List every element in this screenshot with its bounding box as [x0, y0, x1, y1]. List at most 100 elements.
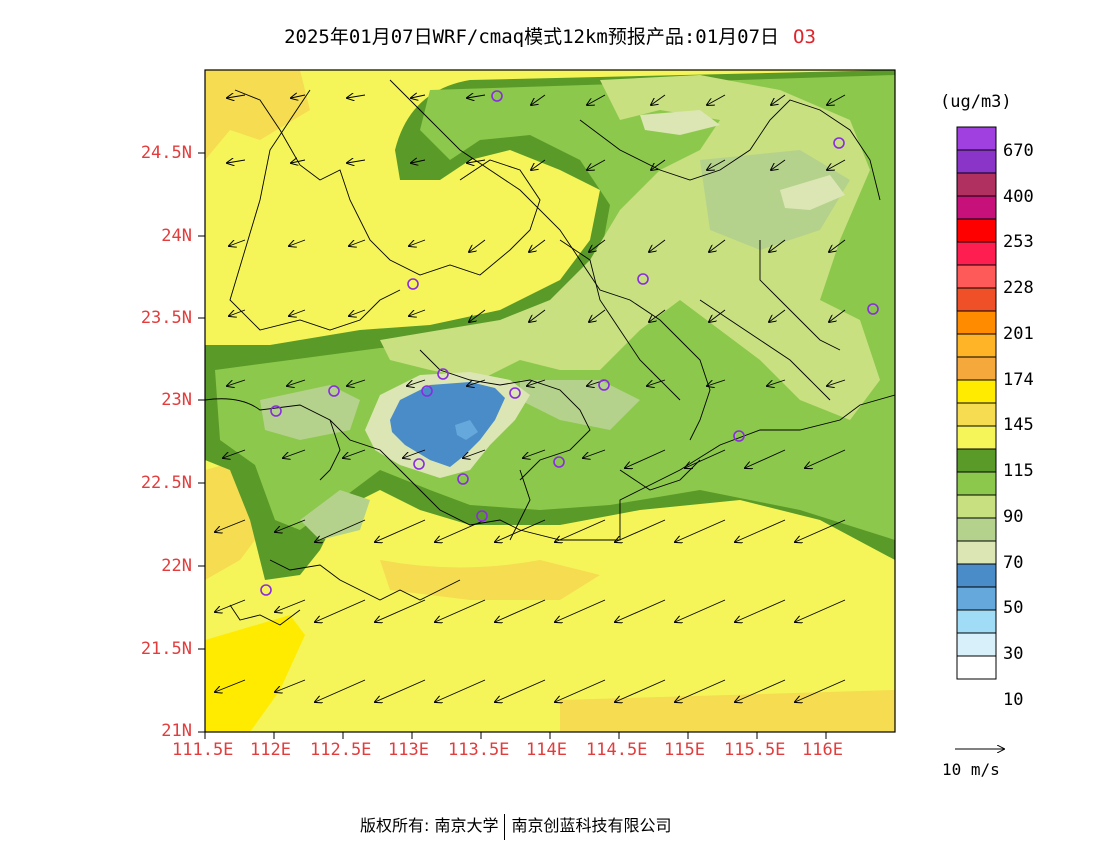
colorbar-label: 670 [1003, 141, 1034, 161]
wind-arrow [375, 679, 426, 702]
wind-arrow [469, 309, 486, 322]
lon-label: 116E [802, 740, 843, 760]
wind-arrow [651, 94, 666, 105]
colorbar-swatch [956, 517, 997, 542]
wind-arrow [587, 159, 606, 170]
wind-arrow [555, 599, 606, 622]
wind-arrow [615, 679, 666, 702]
station-marker [491, 90, 503, 102]
colorbar-swatch [956, 586, 997, 611]
wind-arrow [615, 519, 666, 542]
wind-arrow [349, 309, 366, 316]
wind-arrow [531, 94, 546, 105]
wind-arrow [771, 94, 786, 105]
lon-label: 112.5E [310, 740, 372, 760]
wind-arrow [435, 599, 486, 622]
wind-arrow [625, 449, 666, 468]
wind-arrow [287, 379, 306, 386]
wind-arrow [529, 239, 546, 252]
station-marker [476, 510, 488, 522]
wind-arrow [529, 309, 546, 322]
wind-arrow [275, 519, 306, 532]
colorbar-swatch [956, 195, 997, 220]
lat-label: 24N [161, 226, 192, 246]
wind-arrow [735, 679, 786, 702]
colorbar-label: 400 [1003, 187, 1034, 207]
pollutant-name: O3 [793, 26, 816, 48]
concentration-field [205, 70, 895, 732]
wind-arrow [527, 379, 546, 386]
wind-arrow [495, 679, 546, 702]
colorbar-swatch [956, 287, 997, 312]
lat-label: 23N [161, 390, 192, 410]
lon-label: 112E [250, 740, 291, 760]
station-marker [270, 405, 282, 417]
colorbar-swatch [956, 218, 997, 243]
station-marker [328, 385, 340, 397]
station-marker [637, 273, 649, 285]
wind-arrow [343, 449, 366, 458]
wind-arrow [767, 379, 786, 386]
colorbar-swatch [956, 471, 997, 496]
wind-arrow [409, 309, 426, 316]
wind-arrow [289, 309, 306, 316]
wind-arrow [495, 519, 546, 542]
wind-arrow [827, 159, 846, 170]
colorbar [956, 126, 997, 680]
lon-label: 114E [526, 740, 567, 760]
wind-arrow [275, 679, 306, 692]
station-marker [553, 456, 565, 468]
lon-label: 115.5E [724, 740, 786, 760]
copyright-company: 南京创蓝科技有限公司 [511, 816, 672, 835]
wind-arrow [409, 239, 426, 246]
monitoring-stations [260, 90, 879, 596]
station-marker [598, 379, 610, 391]
wind-arrow [647, 379, 666, 386]
colorbar-label: 145 [1003, 415, 1034, 435]
colorbar-swatch [956, 379, 997, 404]
colorbar-swatch [956, 540, 997, 565]
copyright-owner: 版权所有: 南京大学 [360, 816, 499, 835]
lon-label: 114.5E [586, 740, 648, 760]
wind-arrow [583, 449, 606, 458]
colorbar-swatch [956, 448, 997, 473]
wind-arrow [615, 599, 666, 622]
colorbar-swatch [956, 425, 997, 450]
colorbar-swatch [956, 172, 997, 197]
wind-arrow [795, 679, 846, 702]
lon-label: 115E [664, 740, 705, 760]
wind-arrow [829, 309, 846, 322]
lon-label: 113.5E [448, 740, 510, 760]
wind-arrow [291, 95, 306, 98]
wind-arrow [227, 95, 246, 98]
colorbar-label: 30 [1003, 644, 1024, 664]
colorbar-swatch [956, 402, 997, 427]
wind-arrow [735, 519, 786, 542]
colorbar-swatch [956, 149, 997, 174]
wind-arrow [589, 239, 606, 252]
wind-arrow [347, 160, 366, 163]
lat-label: 22N [161, 556, 192, 576]
lat-label: 23.5N [140, 308, 192, 328]
wind-arrow [227, 160, 246, 163]
wind-arrow [685, 449, 726, 468]
wind-arrow [769, 309, 786, 322]
wind-arrow [315, 599, 366, 622]
wind-arrow [795, 519, 846, 542]
wind-arrow [709, 309, 726, 322]
station-marker [833, 137, 845, 149]
wind-arrow [375, 519, 426, 542]
wind-arrow [283, 449, 306, 458]
station-marker [413, 458, 425, 470]
station-marker [437, 368, 449, 380]
wind-arrow [315, 519, 366, 542]
station-marker [260, 584, 272, 596]
lon-label: 113E [388, 740, 429, 760]
wind-arrow [349, 239, 366, 246]
colorbar-label: 90 [1003, 507, 1024, 527]
wind-arrow [467, 95, 486, 98]
wind-arrow [215, 519, 246, 532]
station-marker [421, 385, 433, 397]
colorbar-swatch [956, 609, 997, 634]
